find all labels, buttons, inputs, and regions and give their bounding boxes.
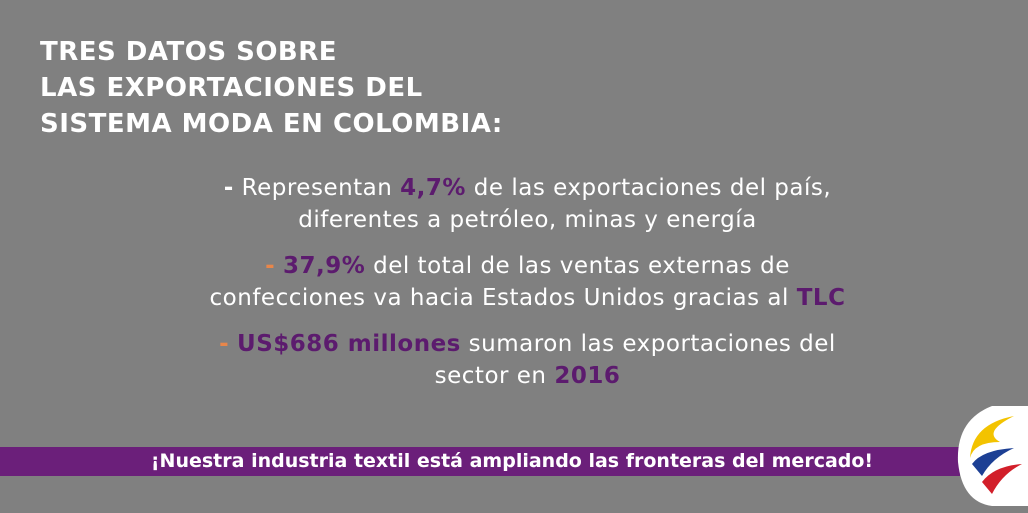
- bullet: - US$686 millones sumaron las exportacio…: [120, 328, 935, 392]
- bullet-line: - Representan 4,7% de las exportaciones …: [120, 172, 935, 204]
- bullet-line: diferentes a petróleo, minas y energía: [120, 204, 935, 236]
- banner-text: ¡Nuestra industria textil está ampliando…: [150, 450, 874, 472]
- bullet-line: - 37,9% del total de las ventas externas…: [120, 250, 935, 282]
- title: TRES DATOS SOBRE LAS EXPORTACIONES DEL SIS…: [40, 34, 503, 142]
- bullet-dash: -: [265, 253, 276, 279]
- highlight: US$686 millones: [237, 331, 461, 357]
- highlight: 37,9%: [283, 253, 366, 279]
- text-run: sector en: [434, 363, 555, 389]
- bullet-line: - US$686 millones sumaron las exportacio…: [120, 328, 935, 360]
- highlight: 2016: [554, 363, 621, 389]
- logo-red: [982, 464, 1022, 494]
- bullet-line: confecciones va hacia Estados Unidos gra…: [120, 282, 935, 314]
- title-line: TRES DATOS SOBRE: [40, 37, 338, 67]
- logo-yellow: [970, 416, 1014, 458]
- text-run: de las exportaciones del país,: [465, 175, 832, 201]
- text-run: Representan: [241, 175, 401, 201]
- banner: ¡Nuestra industria textil está ampliando…: [0, 447, 960, 476]
- logo: [957, 406, 1028, 506]
- text-run: confecciones va hacia Estados Unidos gra…: [209, 285, 797, 311]
- bullet-dash: -: [219, 331, 230, 357]
- bullet: - 37,9% del total de las ventas externas…: [120, 250, 935, 314]
- bullet-dash: -: [223, 175, 234, 201]
- highlight: 4,7%: [400, 175, 466, 201]
- bullet-line: sector en 2016: [120, 360, 935, 392]
- title-line: LAS EXPORTACIONES DEL: [40, 73, 423, 103]
- title-line: SISTEMA MODA EN COLOMBIA:: [40, 109, 503, 139]
- text-run: sumaron las exportaciones del: [460, 331, 836, 357]
- highlight: TLC: [796, 285, 846, 311]
- bullet-list: - Representan 4,7% de las exportaciones …: [120, 172, 935, 406]
- logo-blue: [972, 448, 1014, 476]
- bullet: - Representan 4,7% de las exportaciones …: [120, 172, 935, 236]
- text-run: del total de las ventas externas de: [365, 253, 790, 279]
- text-run: diferentes a petróleo, minas y energía: [298, 207, 757, 233]
